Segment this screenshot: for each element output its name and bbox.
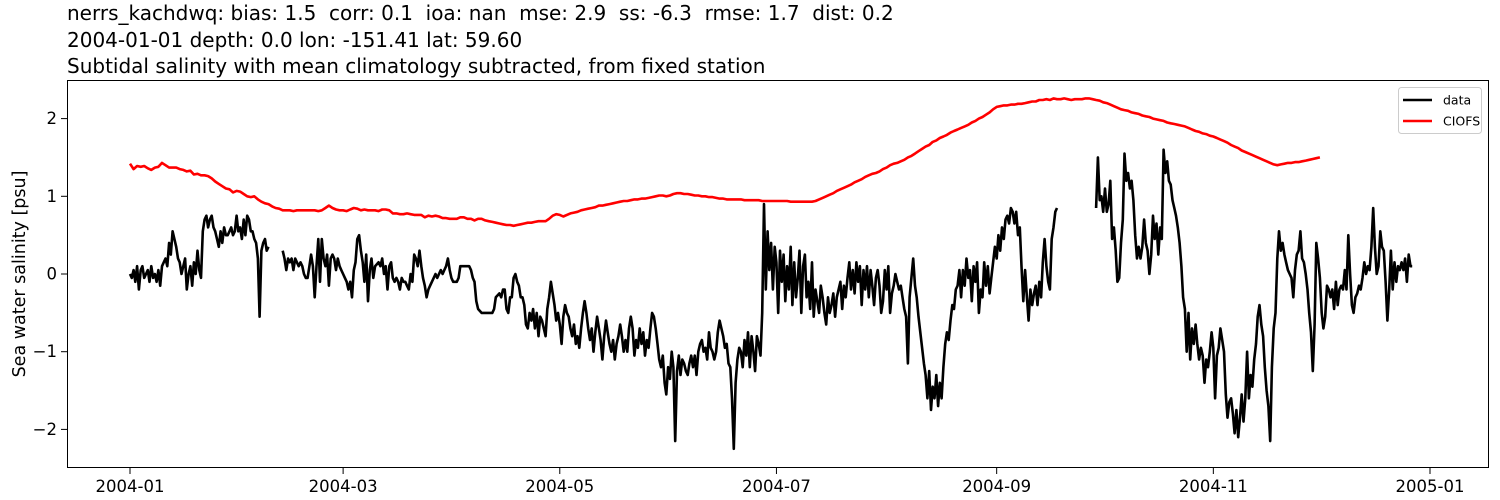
chart-title: nerrs_kachdwq: bias: 1.5 corr: 0.1 ioa: … (67, 0, 894, 80)
legend: data CIOFS (1398, 87, 1482, 134)
x-tick-label: 2005-01 (1396, 477, 1465, 496)
legend-label-data: data (1443, 93, 1471, 108)
y-tick-label: 1 (47, 187, 58, 206)
x-tick-label: 2004-01 (96, 477, 165, 496)
y-tick-label: 2 (47, 109, 58, 128)
x-tick-label: 2004-07 (742, 477, 811, 496)
y-axis-label: Sea water salinity [psu] (10, 171, 30, 378)
y-tick-label: 0 (47, 265, 58, 284)
title-line-stats: nerrs_kachdwq: bias: 1.5 corr: 0.1 ioa: … (67, 1, 894, 25)
title-line-description: Subtidal salinity with mean climatology … (67, 54, 766, 78)
plot-series (128, 97, 1413, 451)
legend-label-ciofs: CIOFS (1443, 114, 1480, 129)
y-tick-label: −2 (33, 420, 57, 439)
series-line-data (128, 214, 270, 319)
x-tick-label: 2004-03 (309, 477, 378, 496)
series-line-data (1094, 148, 1413, 443)
y-axis: 2 1 0 −1 −2 (33, 109, 68, 439)
title-line-location: 2004-01-01 depth: 0.0 lon: -151.41 lat: … (67, 27, 523, 52)
series-line-data (281, 202, 1059, 451)
y-tick-label: −1 (33, 342, 57, 361)
x-tick-label: 2004-09 (962, 477, 1031, 496)
x-tick-label: 2004-05 (525, 477, 594, 496)
series-line-ciofs (128, 97, 1321, 228)
x-tick-label: 2004-11 (1179, 477, 1248, 496)
x-axis: 2004-01 2004-03 2004-05 2004-07 2004-09 2004-… (96, 467, 1465, 496)
